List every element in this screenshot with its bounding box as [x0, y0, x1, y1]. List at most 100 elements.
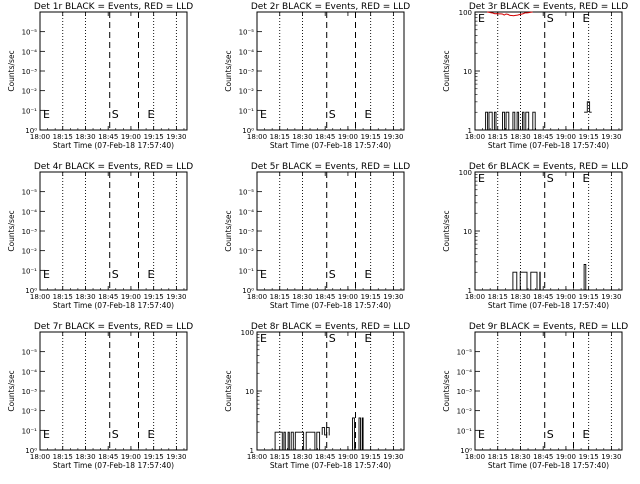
- x-axis-label: Start Time (07-Feb-18 17:57:40): [53, 461, 174, 470]
- x-tick-label: 19:30: [601, 293, 621, 301]
- y-tick-label: 10⁻⁵: [239, 29, 255, 37]
- x-tick-label: 18:30: [75, 453, 95, 461]
- x-tick-label: 18:15: [488, 293, 508, 301]
- y-axis-label: Counts/sec: [442, 50, 451, 91]
- y-tick-label: 10⁰: [25, 447, 37, 455]
- y-tick-label: 10⁻³: [457, 388, 473, 396]
- marker-s: S: [329, 332, 336, 345]
- panel-8: Det 8r BLACK = Events, RED = LLD 18:00 18:…: [224, 322, 410, 470]
- x-tick-label: 18:00: [247, 133, 267, 141]
- panel-title: Det 7r BLACK = Events, RED = LLD: [34, 322, 193, 332]
- x-tick-label: 19:00: [338, 453, 358, 461]
- x-tick-label: 19:15: [579, 133, 599, 141]
- x-tick-label: 19:15: [361, 453, 381, 461]
- x-tick-label: 18:30: [75, 133, 95, 141]
- y-tick-label: 1: [468, 127, 472, 135]
- y-axis-label: Counts/sec: [224, 50, 233, 91]
- y-tick-label: 10: [463, 68, 472, 76]
- y-tick-label: 10⁻²: [239, 88, 255, 96]
- x-tick-label: 19:15: [579, 293, 599, 301]
- marker-s: S: [112, 268, 119, 281]
- x-tick-label: 18:15: [53, 293, 73, 301]
- y-tick-label: 100: [459, 9, 472, 17]
- y-tick-label: 10⁻³: [22, 228, 38, 236]
- x-tick-label: 19:00: [121, 453, 141, 461]
- x-tick-label: 18:00: [30, 453, 50, 461]
- marker-e: E: [365, 108, 372, 121]
- y-tick-label: 10⁻⁴: [239, 208, 255, 216]
- x-axis-label: Start Time (07-Feb-18 17:57:40): [270, 301, 391, 310]
- x-tick-label: 18:15: [270, 453, 290, 461]
- x-tick-label: 18:45: [533, 133, 553, 141]
- y-tick-label: 10⁻⁴: [457, 368, 473, 376]
- y-tick-label: 10⁻⁵: [22, 189, 38, 197]
- y-tick-label: 10⁻⁵: [239, 189, 255, 197]
- marker-s: S: [112, 428, 119, 441]
- marker-e: E: [148, 428, 155, 441]
- marker-s: S: [547, 12, 554, 25]
- y-tick-label: 10⁻²: [22, 88, 38, 96]
- marker-e-left: E: [260, 268, 267, 281]
- x-tick-label: 19:00: [121, 293, 141, 301]
- events-trace: [321, 427, 330, 436]
- marker-e-left: E: [260, 108, 267, 121]
- x-axis-label: Start Time (07-Feb-18 17:57:40): [53, 141, 174, 150]
- x-tick-label: 19:15: [144, 453, 164, 461]
- events-trace: [579, 264, 589, 291]
- x-tick-label: 18:00: [247, 453, 267, 461]
- x-tick-label: 18:45: [533, 453, 553, 461]
- y-tick-label: 10⁻⁴: [22, 48, 38, 56]
- marker-e-left: E: [478, 172, 485, 185]
- x-tick-label: 18:30: [510, 133, 530, 141]
- marker-e-left: E: [260, 332, 267, 345]
- y-tick-label: 10⁻²: [22, 248, 38, 256]
- plot-frame: [474, 11, 623, 131]
- x-axis-label: Start Time (07-Feb-18 17:57:40): [53, 301, 174, 310]
- x-tick-label: 19:00: [556, 133, 576, 141]
- y-tick-label: 10⁻⁵: [457, 349, 473, 357]
- y-tick-label: 10⁰: [242, 287, 254, 295]
- x-tick-label: 18:15: [488, 133, 508, 141]
- x-tick-label: 18:00: [465, 133, 485, 141]
- x-tick-label: 18:30: [75, 293, 95, 301]
- y-tick-label: 10⁻³: [239, 68, 255, 76]
- y-tick-label: 10⁰: [242, 127, 254, 135]
- x-tick-label: 18:00: [465, 453, 485, 461]
- x-tick-label: 18:45: [315, 293, 335, 301]
- panel-title: Det 8r BLACK = Events, RED = LLD: [251, 322, 410, 332]
- marker-e-left: E: [43, 428, 50, 441]
- panel-title: Det 4r BLACK = Events, RED = LLD: [34, 162, 193, 172]
- marker-e: E: [365, 268, 372, 281]
- x-tick-label: 18:00: [247, 293, 267, 301]
- y-tick-label: 10⁻²: [22, 408, 38, 416]
- x-axis-label: Start Time (07-Feb-18 17:57:40): [488, 301, 609, 310]
- y-tick-label: 10⁻¹: [457, 427, 473, 435]
- x-tick-label: 19:00: [338, 293, 358, 301]
- y-tick-label: 10⁻¹: [22, 107, 38, 115]
- x-tick-label: 18:30: [510, 293, 530, 301]
- x-tick-label: 19:15: [579, 453, 599, 461]
- x-tick-label: 19:15: [361, 293, 381, 301]
- y-tick-label: 100: [241, 329, 254, 337]
- x-tick-label: 18:15: [53, 133, 73, 141]
- y-tick-label: 10⁻¹: [239, 267, 255, 275]
- y-tick-label: 1: [250, 447, 254, 455]
- panel-title: Det 6r BLACK = Events, RED = LLD: [469, 162, 628, 172]
- y-axis-label: Counts/sec: [442, 210, 451, 251]
- events-trace: [512, 271, 541, 291]
- panel-title: Det 1r BLACK = Events, RED = LLD: [34, 2, 193, 12]
- y-axis-label: Counts/sec: [7, 210, 16, 251]
- y-axis-label: Counts/sec: [7, 50, 16, 91]
- marker-e: E: [583, 172, 590, 185]
- x-tick-label: 19:30: [166, 133, 186, 141]
- marker-e: E: [148, 268, 155, 281]
- y-tick-label: 10⁻⁴: [239, 48, 255, 56]
- marker-e: E: [365, 332, 372, 345]
- y-tick-label: 10⁻¹: [22, 427, 38, 435]
- y-axis-label: Counts/sec: [224, 370, 233, 411]
- y-tick-label: 10⁻¹: [239, 107, 255, 115]
